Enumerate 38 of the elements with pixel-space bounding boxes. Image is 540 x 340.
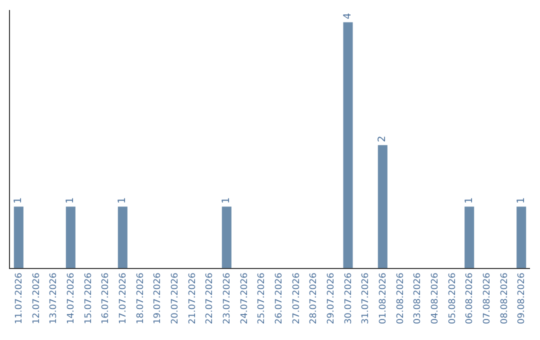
x-tick-label: 21.07.2026 — [188, 272, 198, 324]
x-tick-label: 06.08.2026 — [465, 272, 476, 324]
x-tick-label: 28.07.2026 — [309, 272, 320, 324]
x-tick-label: 16.07.2026 — [101, 272, 112, 324]
x-tick-label: 22.07.2026 — [205, 272, 216, 324]
x-tick-label: 08.08.2026 — [500, 272, 510, 324]
x-tick-label: 17.07.2026 — [118, 272, 129, 324]
data-label: 1 — [516, 197, 527, 204]
x-tick-label: 29.07.2026 — [326, 272, 337, 324]
x-tick-label: 03.08.2026 — [413, 272, 424, 324]
x-tick-label: 13.07.2026 — [49, 272, 60, 324]
x-tick-label: 05.08.2026 — [448, 272, 458, 324]
x-tick-label: 11.07.2026 — [14, 272, 25, 324]
x-tick-label: 01.08.2026 — [378, 272, 389, 324]
x-tick-label: 04.08.2026 — [430, 272, 441, 324]
x-tick-label: 14.07.2026 — [66, 272, 77, 324]
x-tick-label: 07.08.2026 — [482, 272, 493, 324]
x-tick-label: 12.07.2026 — [32, 272, 42, 324]
x-tick-label: 31.07.2026 — [361, 272, 372, 324]
data-label: 1 — [13, 197, 24, 204]
x-tick-label: 27.07.2026 — [292, 272, 302, 324]
x-tick-label: 24.07.2026 — [240, 272, 250, 324]
data-label: 1 — [117, 197, 128, 204]
x-tick-label: 15.07.2026 — [84, 272, 94, 324]
x-tick-label: 25.07.2026 — [257, 272, 268, 324]
data-label: 2 — [377, 136, 388, 142]
x-tick-label: 20.07.2026 — [170, 272, 181, 324]
x-tick-label: 30.07.2026 — [344, 272, 354, 324]
x-tick-label: 19.07.2026 — [153, 272, 164, 324]
x-tick-label: 02.08.2026 — [396, 272, 406, 324]
x-tick-label: 18.07.2026 — [136, 272, 146, 324]
data-label: 4 — [342, 12, 354, 20]
x-tick-label: 09.08.2026 — [517, 272, 528, 324]
data-label: 1 — [464, 197, 475, 204]
x-tick-label: 23.07.2026 — [222, 272, 233, 324]
x-tick-label: 26.07.2026 — [274, 272, 285, 324]
data-label: 1 — [221, 197, 232, 204]
data-label: 1 — [65, 197, 76, 204]
